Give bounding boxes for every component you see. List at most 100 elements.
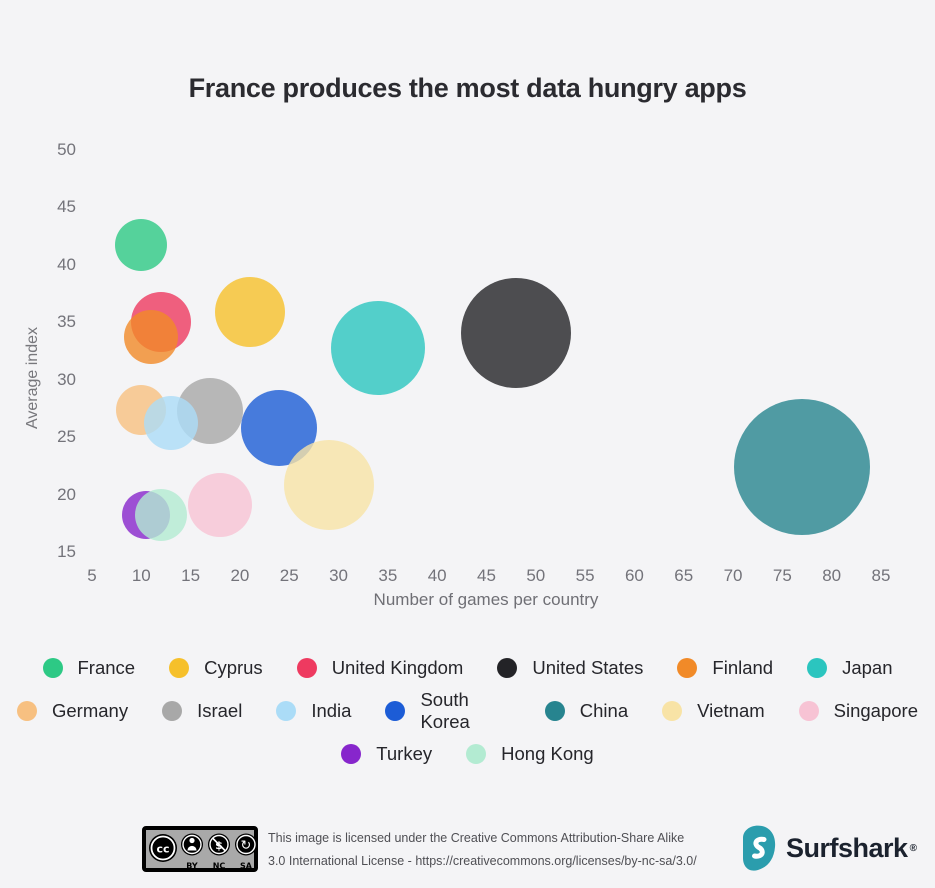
legend-item-singapore: Singapore [798,699,918,722]
legend-item-turkey: Turkey [341,743,432,765]
legend-label-united-kingdom: United Kingdom [331,656,464,678]
x-tick-label-70: 70 [723,566,743,585]
x-tick-label-60: 60 [624,566,644,585]
registered-mark: ® [909,842,917,854]
x-tick-label-20: 20 [230,566,250,585]
chart-legend: France Cyprus United Kingdom United States F… [0,646,935,775]
bubble-united-states [461,277,572,388]
legend-dot-finland [677,657,698,678]
x-tick-label-45: 45 [477,566,496,585]
y-tick-label-45: 45 [57,197,76,217]
svg-text:NC: NC [213,862,226,871]
legend-item-hong-kong: Hong Kong [466,743,594,765]
legend-label-france: France [77,656,136,678]
legend-label-israel: Israel [197,699,243,721]
bubble-singapore [188,472,253,537]
legend-dot-united-states [497,657,518,678]
chart-title: France produces the most data hungry app… [188,73,747,104]
x-tick-label-30: 30 [329,566,349,585]
x-tick-label-50: 50 [526,566,546,585]
x-tick-label-85: 85 [871,566,891,585]
y-tick-label-15: 15 [57,542,76,561]
legend-item-india: India [276,700,351,722]
surfshark-logo-icon [743,825,776,871]
bubble-finland [124,310,179,365]
legend-item-israel: Israel [162,700,242,722]
license-line-2: 3.0 International License - https://crea… [268,853,697,868]
x-tick-label-80: 80 [822,566,842,585]
legend-dot-china [544,700,565,721]
creative-commons-badge: cc $ [142,826,258,877]
legend-label-hong-kong: Hong Kong [501,742,594,764]
x-tick-label-55: 55 [575,566,595,585]
legend-label-japan: Japan [842,656,893,678]
y-tick-label-30: 30 [57,369,76,389]
legend-dot-united-kingdom [296,657,317,678]
legend-dot-cyprus [169,657,190,678]
surfshark-brand: Surfshark ® [742,824,917,872]
x-tick-label-5: 5 [87,566,97,585]
license-text: This image is licensed under the Creativ… [268,827,718,873]
legend-label-cyprus: Cyprus [204,656,263,678]
license-line-1: This image is licensed under the Creativ… [268,831,685,845]
legend-item-germany: Germany [17,700,128,722]
legend-dot-hong-kong [466,743,487,764]
cc-logo-icon: cc [149,834,177,862]
x-axis-title: Number of games per country [373,590,599,609]
x-tick-label-40: 40 [427,566,447,585]
svg-text:SA: SA [240,862,253,871]
y-tick-label-40: 40 [57,254,76,274]
x-tick-label-15: 15 [181,566,201,585]
legend-label-united-states: United States [532,656,644,678]
legend-row-3: Turkey Hong Kong [324,732,610,775]
legend-item-cyprus: Cyprus [169,657,263,679]
svg-text:↻: ↻ [241,839,252,854]
legend-item-japan: Japan [807,656,893,679]
legend-label-finland: Finland [712,656,774,678]
bubble-india [143,396,198,451]
x-tick-label-75: 75 [772,566,792,585]
legend-dot-turkey [341,743,362,764]
legend-dot-vietnam [662,700,683,721]
legend-dot-israel [162,700,183,721]
legend-item-united-kingdom: United Kingdom [296,656,464,679]
legend-dot-france [42,657,63,678]
footer: cc $ [0,820,935,880]
x-tick-label-25: 25 [279,566,299,585]
legend-item-south-korea: South Korea [385,689,510,733]
bubble-france [115,219,168,272]
legend-row-2: Germany Israel India South Korea China Vietna… [0,689,935,732]
legend-label-china: China [579,699,629,721]
legend-item-vietnam: Vietnam [662,700,765,722]
legend-label-singapore: Singapore [833,699,918,721]
cc-nc-icon: $ [208,833,230,856]
legend-dot-south-korea [385,700,406,721]
svg-text:cc: cc [156,843,169,856]
y-tick-label-25: 25 [57,427,76,447]
legend-label-vietnam: Vietnam [697,699,765,721]
legend-item-finland: Finland [677,657,773,679]
legend-label-india: India [311,699,352,721]
legend-label-south-korea: South Korea [420,688,470,732]
bubble-vietnam [283,440,374,531]
legend-label-germany: Germany [52,699,129,721]
cc-by-nc-sa-icon: cc $ [142,826,258,872]
legend-item-united-states: United States [497,657,643,679]
bubble-china [734,399,871,535]
legend-dot-japan [807,657,828,678]
legend-label-turkey: Turkey [376,742,433,764]
legend-dot-germany [17,700,37,721]
legend-dot-india [276,700,297,721]
legend-item-china: China [544,699,629,722]
cc-by-icon [181,833,203,856]
bubble-cyprus [214,276,285,347]
bubble-japan [331,300,425,395]
y-tick-label-50: 50 [57,139,76,159]
x-tick-label-10: 10 [131,566,151,585]
legend-item-france: France [42,656,136,679]
y-tick-label-20: 20 [57,484,76,504]
legend-row-1: France Cyprus United Kingdom United States F… [26,646,910,689]
y-tick-label-35: 35 [57,312,76,332]
